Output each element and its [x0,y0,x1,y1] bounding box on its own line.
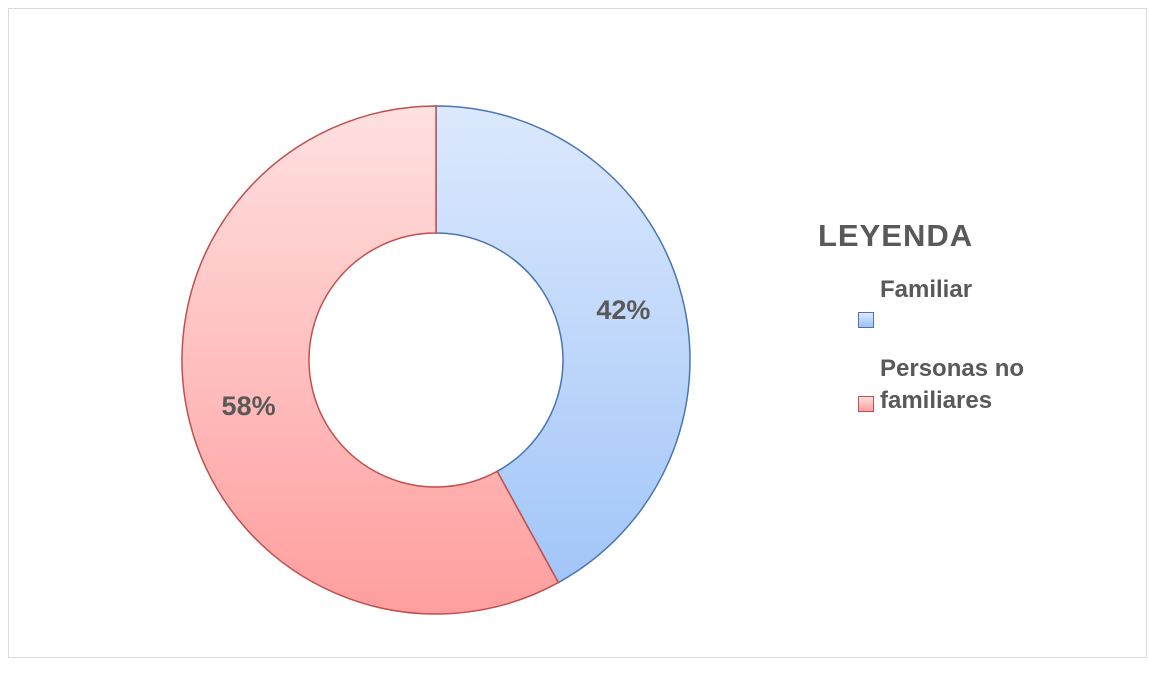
legend-swatch [858,312,874,328]
legend-label: Personas no familiares [880,355,1025,414]
donut-slice [435,105,691,584]
legend-entry: Personas no familiares [818,353,1138,417]
donut-slice [181,105,560,615]
legend-entry: Familiar [818,276,1138,333]
data-label: 58% [222,391,276,421]
legend-entries: Familiar Personas no familiares [818,276,1138,417]
data-label: 42% [596,295,650,325]
legend-title: LEYENDA [818,218,974,253]
legend: LEYENDA Familiar Personas no familiares [818,218,1138,437]
chart-frame [8,8,1147,658]
legend-swatch [858,396,874,412]
legend-label: Familiar [880,276,973,303]
